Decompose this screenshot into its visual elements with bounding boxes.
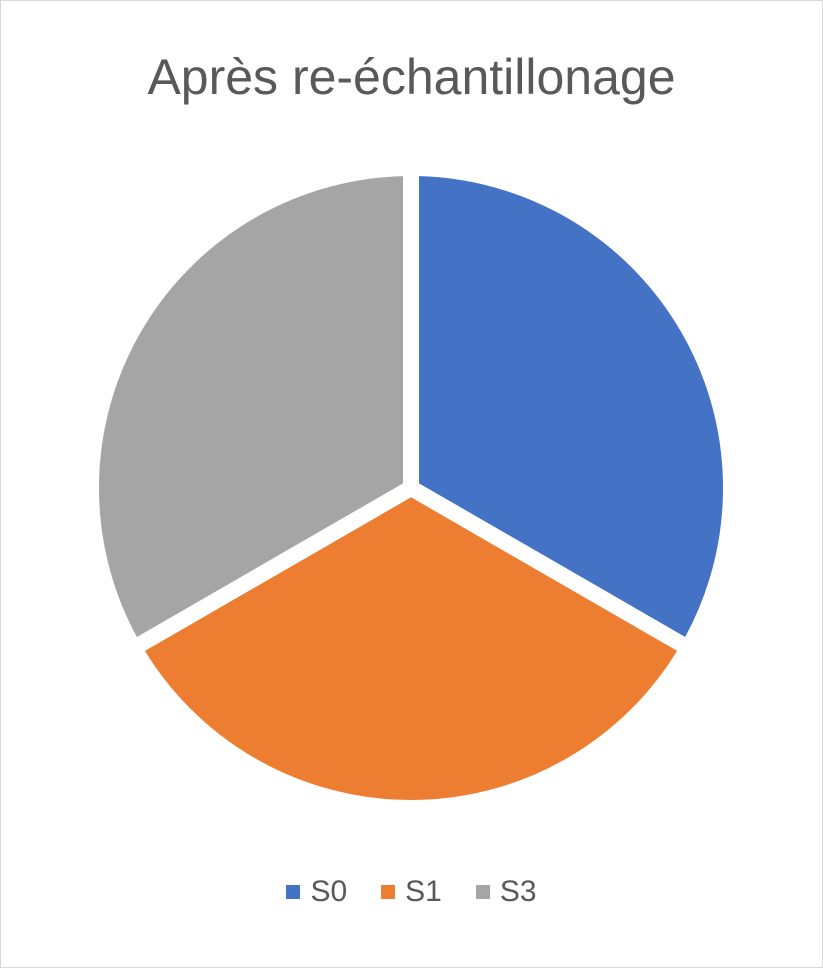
legend-swatch-s3 xyxy=(475,885,490,899)
legend-label-s0: S0 xyxy=(310,875,348,908)
pie-slice-s1 xyxy=(125,480,697,816)
legend-label-s1: S1 xyxy=(405,875,442,908)
pie-slice-s3 xyxy=(83,160,419,656)
legend-swatch-s1 xyxy=(381,885,396,899)
legend-item-s0: S0 xyxy=(286,875,347,909)
legend-item-s1: S1 xyxy=(381,875,442,909)
legend-item-s3: S3 xyxy=(475,875,537,909)
chart-legend: S0 S1 S3 xyxy=(0,875,823,909)
legend-swatch-s0 xyxy=(286,885,301,899)
chart-title: Après re-échantillonage xyxy=(147,49,676,105)
legend-label-s3: S3 xyxy=(499,875,537,908)
